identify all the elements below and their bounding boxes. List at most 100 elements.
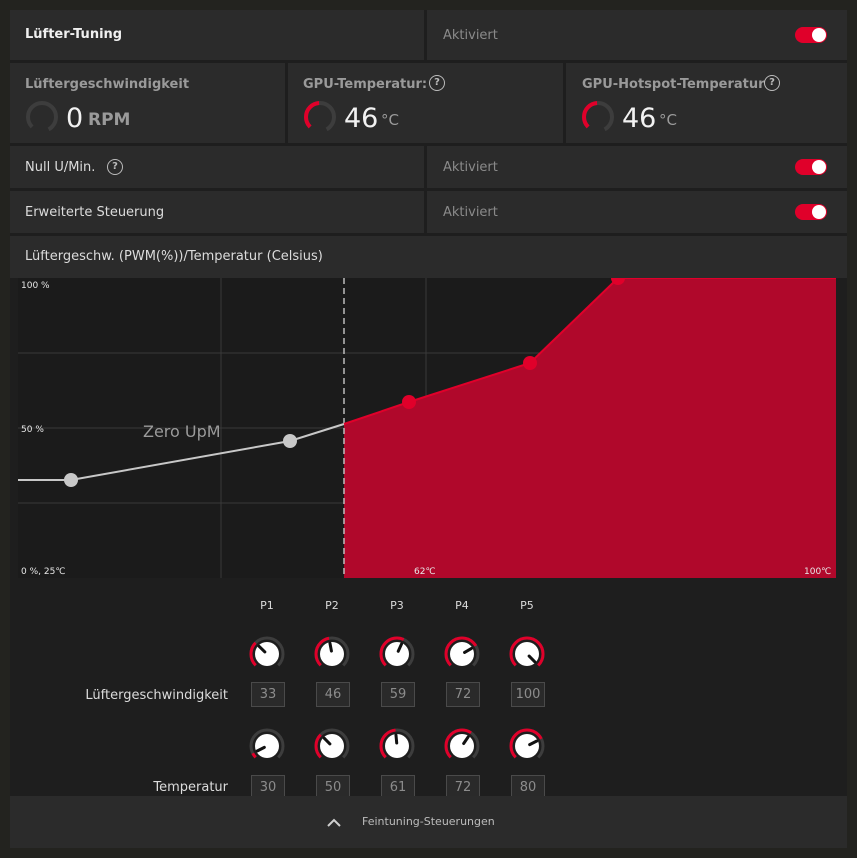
fan-curve-chart[interactable]: 100 % 50 % 0 %, 25℃ 62℃ 100℃ Zero UpM: [18, 278, 836, 578]
fan-speed-value-p1[interactable]: 33: [251, 682, 285, 707]
knob-pointer: [394, 733, 399, 745]
zero-rpm-curve-line: [18, 423, 345, 481]
fan-speed-value-p3[interactable]: 59: [381, 682, 415, 707]
stat-hotspot-temp-unit: °C: [659, 111, 677, 129]
knob-arc: [379, 728, 415, 764]
temp-knob-p5[interactable]: [509, 728, 545, 764]
curve-point-p5[interactable]: [611, 278, 625, 285]
knob-face: [385, 734, 409, 758]
zero-rpm-row: Null U/Min. ?: [10, 146, 424, 188]
fine-tuning-label: Feintuning-Steuerungen: [362, 815, 495, 828]
knob-arc: [509, 636, 545, 672]
fine-tuning-toggle-bar[interactable]: Feintuning-Steuerungen: [10, 796, 847, 848]
y-axis-max-label: 100 %: [21, 281, 50, 291]
stat-hotspot-temp-value: 46: [622, 103, 657, 134]
stat-gpu-temp-value: 46: [344, 103, 379, 134]
point-label-p4: P4: [455, 599, 469, 612]
knob-face: [255, 734, 279, 758]
temp-knob-p1[interactable]: [249, 728, 285, 764]
advanced-control-toggle[interactable]: [795, 204, 827, 220]
fan-tuning-panel: Lüfter-Tuning Aktiviert Lüftergeschwindi…: [10, 10, 847, 848]
fine-tuning-grid: P1 P2 P3 P4 P5 Lüftergeschwindigkeit Tem…: [10, 578, 847, 800]
temp-knob-p3[interactable]: [379, 728, 415, 764]
zero-rpm-label: Null U/Min.: [25, 160, 96, 175]
temp-knob-p4[interactable]: [444, 728, 480, 764]
zero-rpm-toggle[interactable]: [795, 159, 827, 175]
curve-point-p4[interactable]: [523, 356, 537, 370]
fan-curve-svg[interactable]: [18, 278, 836, 578]
knob-pointer: [255, 745, 266, 753]
advanced-control-row: Erweiterte Steuerung: [10, 191, 424, 233]
fan-speed-knob-p1[interactable]: [249, 636, 285, 672]
stat-fan-speed-label: Lüftergeschwindigkeit: [25, 77, 190, 92]
x-axis-mid-label: 62℃: [414, 567, 436, 577]
knob-arc: [314, 636, 350, 672]
knob-pointer: [396, 642, 404, 653]
x-axis-min-label: 0 %, 25℃: [21, 567, 66, 577]
curve-points[interactable]: [64, 278, 625, 487]
temp-knob-p2[interactable]: [314, 728, 350, 764]
stat-gpu-temp: GPU-Temperatur: ? 46 °C: [288, 63, 563, 143]
page-title: Lüfter-Tuning: [25, 27, 123, 42]
y-axis-mid-label: 50 %: [21, 425, 44, 435]
fan-tuning-status: Aktiviert: [443, 28, 498, 43]
knob-arc: [444, 636, 480, 672]
fan-speed-value-p2[interactable]: 46: [316, 682, 350, 707]
curve-point-p2[interactable]: [283, 434, 297, 448]
stat-fan-speed-unit: RPM: [88, 110, 131, 130]
fan-speed-knob-p3[interactable]: [379, 636, 415, 672]
help-icon[interactable]: ?: [429, 75, 445, 91]
chart-title-row: Lüftergeschw. (PWM(%))/Temperatur (Celsi…: [10, 236, 847, 278]
knob-arc: [509, 728, 545, 764]
knob-pointer: [528, 739, 539, 747]
fan-tuning-header: Lüfter-Tuning: [10, 10, 424, 60]
knob-face: [320, 642, 344, 666]
zero-rpm-region-label: Zero UpM: [143, 422, 221, 441]
temp-value-p4[interactable]: 72: [446, 775, 480, 800]
stat-gpu-temp-unit: °C: [381, 111, 399, 129]
curve-point-p3[interactable]: [402, 395, 416, 409]
curve-area-fill: [344, 278, 836, 578]
fan-speed-gauge-icon: [25, 101, 58, 133]
fan-speed-knob-p2[interactable]: [314, 636, 350, 672]
knob-pointer: [462, 735, 470, 746]
fan-speed-value-p4[interactable]: 72: [446, 682, 480, 707]
curve-point-p1[interactable]: [64, 473, 78, 487]
help-icon[interactable]: ?: [107, 159, 123, 175]
x-axis-max-label: 100℃: [804, 567, 832, 577]
help-icon[interactable]: ?: [764, 75, 780, 91]
zero-rpm-status-cell: Aktiviert: [427, 146, 847, 188]
stat-fan-speed-value: 0: [66, 103, 84, 134]
advanced-control-status-cell: Aktiviert: [427, 191, 847, 233]
knob-face: [450, 642, 474, 666]
stat-hotspot-temp-label: GPU-Hotspot-Temperatur: [582, 77, 765, 92]
chevron-up-icon: [327, 818, 341, 827]
knob-pointer: [527, 654, 537, 664]
knob-pointer: [322, 736, 332, 746]
point-label-p1: P1: [260, 599, 274, 612]
stat-gpu-temp-label: GPU-Temperatur:: [303, 77, 428, 92]
fan-tuning-status-cell: Aktiviert: [427, 10, 847, 60]
knob-arc: [314, 728, 350, 764]
zero-rpm-status: Aktiviert: [443, 160, 498, 175]
knob-arc: [444, 728, 480, 764]
fan-speed-row-label: Lüftergeschwindigkeit: [85, 688, 228, 703]
point-label-p2: P2: [325, 599, 339, 612]
temperature-row-label: Temperatur: [153, 780, 228, 795]
fan-speed-value-p5[interactable]: 100: [511, 682, 545, 707]
knob-pointer: [328, 641, 333, 653]
knob-face: [385, 642, 409, 666]
advanced-control-label: Erweiterte Steuerung: [25, 205, 165, 220]
fan-speed-knob-p4[interactable]: [444, 636, 480, 672]
stat-fan-speed: Lüftergeschwindigkeit 0 RPM: [10, 63, 285, 143]
point-label-p5: P5: [520, 599, 534, 612]
fan-speed-knob-p5[interactable]: [509, 636, 545, 672]
gpu-temp-gauge-icon: [304, 101, 336, 133]
knob-pointer: [257, 644, 267, 654]
knob-face: [515, 734, 539, 758]
stat-hotspot-temp: GPU-Hotspot-Temperatur ? 46 °C: [566, 63, 847, 143]
chart-title: Lüftergeschw. (PWM(%))/Temperatur (Celsi…: [25, 249, 323, 264]
fan-tuning-toggle[interactable]: [795, 27, 827, 43]
knob-arc: [379, 636, 415, 672]
knob-pointer: [463, 646, 473, 654]
